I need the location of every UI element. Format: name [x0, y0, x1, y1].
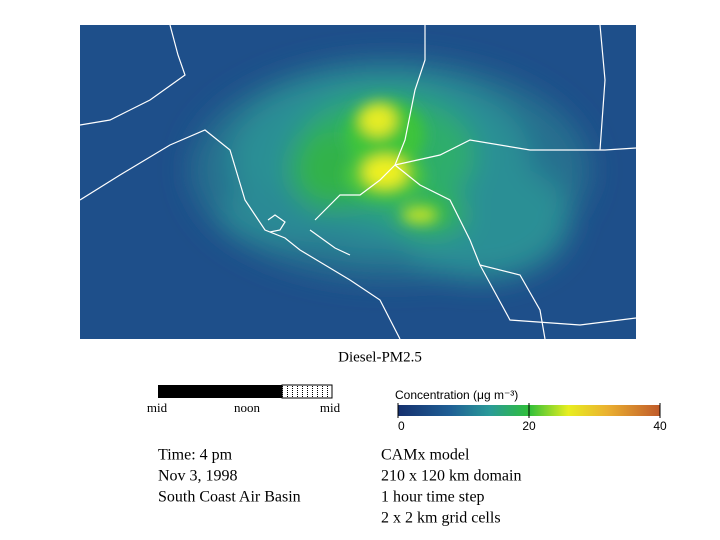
time-label: noon — [234, 400, 261, 415]
colorbar-tick-label: 0 — [398, 419, 405, 433]
time-label: mid — [147, 400, 168, 415]
map-title: Diesel-PM2.5 — [338, 349, 422, 365]
info-right-line: CAMx model — [381, 447, 470, 464]
time-bar-elapsed — [158, 385, 282, 398]
time-label: mid — [320, 400, 341, 415]
info-left-line: Nov 3, 1998 — [158, 468, 238, 485]
info-left-line: Time: 4 pm — [158, 447, 233, 464]
concentration-map — [80, 25, 636, 339]
info-right-line: 1 hour time step — [381, 489, 485, 506]
colorbar-tick-label: 20 — [522, 419, 536, 433]
info-left-line: South Coast Air Basin — [158, 489, 301, 506]
colorbar-tick-label: 40 — [653, 419, 667, 433]
info-right-line: 210 x 120 km domain — [381, 468, 521, 485]
colorbar-title: Concentration (μg m⁻³) — [395, 388, 518, 402]
time-bar-remaining — [281, 384, 333, 399]
info-right-line: 2 x 2 km grid cells — [381, 510, 501, 527]
